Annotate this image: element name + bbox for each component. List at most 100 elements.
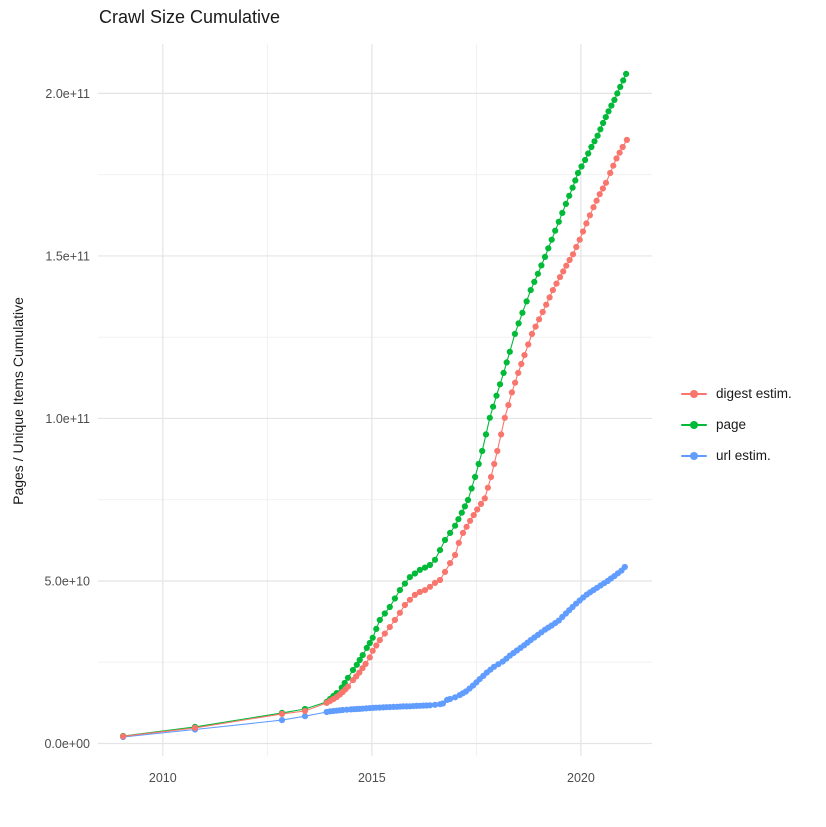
legend-label-url: url estim. bbox=[716, 448, 771, 463]
series-point-page bbox=[566, 192, 573, 199]
series-point-page bbox=[585, 150, 592, 157]
series-point-digest-estim- bbox=[441, 568, 449, 576]
series-point-digest-estim- bbox=[416, 588, 423, 596]
series-point-page bbox=[523, 298, 530, 305]
series-point-digest-estim- bbox=[477, 500, 485, 507]
series-point-page bbox=[574, 169, 582, 177]
series-point-page bbox=[426, 561, 434, 569]
series-point-page bbox=[344, 674, 352, 681]
series-point-url-estim- bbox=[426, 702, 434, 709]
series-point-digest-estim- bbox=[543, 301, 550, 308]
series-point-page bbox=[468, 485, 475, 492]
legend-item: page bbox=[681, 409, 792, 440]
series-point-page bbox=[376, 616, 383, 624]
series-point-url-estim- bbox=[447, 695, 454, 703]
series-point-page bbox=[472, 473, 479, 481]
series-point-digest-estim- bbox=[573, 243, 580, 251]
series-point-digest-estim- bbox=[411, 591, 418, 599]
series-point-url-estim- bbox=[431, 701, 439, 708]
y-tick-label: 2.0e+11 bbox=[45, 87, 90, 101]
series-point-url-estim- bbox=[439, 700, 446, 707]
series-point-digest-estim- bbox=[463, 523, 470, 530]
series-point-page bbox=[441, 536, 449, 544]
series-point-digest-estim- bbox=[576, 236, 583, 243]
series-point-digest-estim- bbox=[344, 683, 352, 690]
series-point-digest-estim- bbox=[191, 724, 199, 732]
series-point-page bbox=[431, 556, 439, 563]
series-point-digest-estim- bbox=[301, 707, 309, 715]
series-point-page bbox=[479, 447, 486, 455]
series-point-page bbox=[623, 70, 630, 77]
series-point-digest-estim- bbox=[470, 511, 477, 519]
series-point-digest-estim- bbox=[386, 624, 393, 631]
series-point-digest-estim- bbox=[607, 169, 614, 177]
series-point-digest-estim- bbox=[391, 616, 398, 624]
series-point-page bbox=[515, 320, 522, 327]
series-point-page bbox=[396, 587, 403, 594]
series-point-page bbox=[386, 603, 393, 611]
series-point-digest-estim- bbox=[491, 460, 498, 468]
y-tick-label: 1.5e+11 bbox=[45, 249, 90, 263]
legend-key-digest-icon bbox=[681, 387, 707, 401]
series-point-digest-estim- bbox=[586, 212, 594, 219]
series-point-digest-estim- bbox=[366, 654, 373, 661]
series-point-digest-estim- bbox=[278, 710, 286, 718]
series-point-digest-estim- bbox=[356, 669, 363, 676]
series-point-page bbox=[562, 200, 570, 207]
series-point-page bbox=[363, 644, 370, 652]
series-point-digest-estim- bbox=[452, 551, 459, 559]
series-point-digest-estim- bbox=[484, 484, 491, 491]
series-point-url-estim- bbox=[278, 717, 286, 724]
series-point-digest-estim- bbox=[560, 268, 567, 275]
y-tick-label: 0.0e+00 bbox=[44, 737, 90, 751]
series-point-digest-estim- bbox=[518, 360, 525, 368]
series-point-page bbox=[373, 625, 380, 633]
series-point-digest-estim- bbox=[610, 162, 617, 169]
series-point-page bbox=[545, 245, 552, 252]
series-point-digest-estim- bbox=[376, 637, 383, 644]
series-point-digest-estim- bbox=[501, 414, 508, 421]
series-point-page bbox=[555, 218, 562, 225]
series-point-digest-estim- bbox=[481, 495, 488, 502]
series-point-page bbox=[461, 503, 468, 510]
series-point-digest-estim- bbox=[505, 402, 512, 409]
series-point-page bbox=[534, 270, 542, 277]
series-point-digest-estim- bbox=[421, 587, 429, 594]
series-point-url-estim- bbox=[301, 713, 309, 720]
series-point-digest-estim- bbox=[553, 280, 560, 287]
series-point-digest-estim- bbox=[487, 473, 495, 481]
series-point-page bbox=[391, 595, 398, 602]
series-point-digest-estim- bbox=[590, 204, 597, 211]
legend-label-page: page bbox=[716, 417, 747, 432]
series-point-page bbox=[356, 656, 363, 664]
series-point-digest-estim- bbox=[406, 596, 413, 603]
series-point-page bbox=[475, 460, 482, 468]
series-point-digest-estim- bbox=[596, 191, 603, 198]
series-point-digest-estim- bbox=[623, 136, 631, 143]
series-point-page bbox=[369, 634, 376, 641]
series-point-digest-estim- bbox=[498, 431, 505, 438]
series-point-digest-estim- bbox=[467, 517, 474, 524]
series-point-digest-estim- bbox=[401, 601, 408, 609]
legend-label-digest: digest estim. bbox=[716, 386, 792, 401]
series-point-page bbox=[458, 509, 465, 516]
legend-key-url-icon bbox=[681, 449, 707, 463]
series-point-page bbox=[500, 369, 507, 376]
series-point-page bbox=[455, 516, 462, 523]
series-point-digest-estim- bbox=[455, 539, 462, 547]
series-point-digest-estim- bbox=[569, 251, 577, 258]
series-point-digest-estim- bbox=[474, 506, 481, 513]
series-point-digest-estim- bbox=[436, 576, 444, 584]
series-point-page bbox=[582, 156, 589, 164]
series-point-digest-estim- bbox=[431, 579, 439, 587]
series-point-digest-estim- bbox=[426, 583, 434, 590]
series-point-digest-estim- bbox=[459, 529, 467, 537]
series-point-url-estim- bbox=[621, 563, 628, 571]
series-point-page bbox=[569, 184, 576, 191]
series-point-digest-estim- bbox=[539, 308, 546, 316]
series-point-page bbox=[436, 547, 444, 554]
series-point-page bbox=[552, 227, 559, 234]
series-point-page bbox=[548, 236, 555, 243]
series-point-page bbox=[411, 570, 418, 577]
